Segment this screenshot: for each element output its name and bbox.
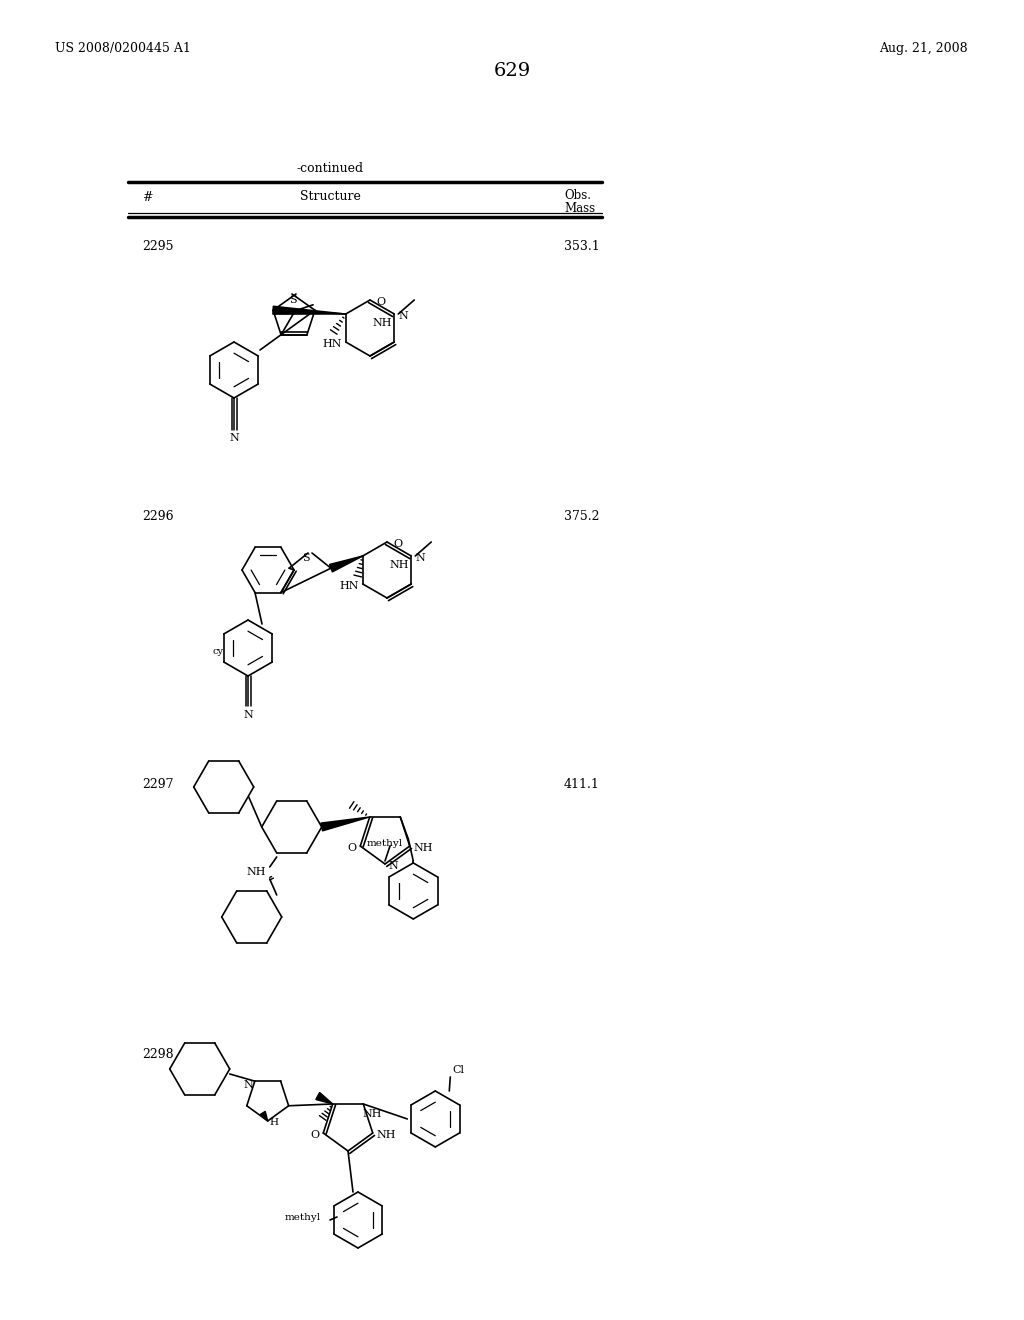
Text: O: O xyxy=(347,843,356,853)
Text: N: N xyxy=(243,1080,253,1090)
Text: N: N xyxy=(388,861,397,871)
Text: N: N xyxy=(416,553,425,564)
Text: Obs.: Obs. xyxy=(564,189,591,202)
Text: -continued: -continued xyxy=(296,162,364,176)
Text: cy: cy xyxy=(213,648,223,656)
Text: NH: NH xyxy=(377,1130,396,1140)
Text: 2296: 2296 xyxy=(142,510,174,523)
Polygon shape xyxy=(272,306,346,314)
Text: Aug. 21, 2008: Aug. 21, 2008 xyxy=(880,42,968,55)
Text: H: H xyxy=(269,1118,279,1127)
Text: #: # xyxy=(142,191,153,205)
Text: methyl: methyl xyxy=(285,1213,321,1221)
Polygon shape xyxy=(315,1093,333,1104)
Text: NH: NH xyxy=(362,1109,382,1119)
Text: 411.1: 411.1 xyxy=(564,777,600,791)
Text: O: O xyxy=(310,1130,319,1140)
Text: US 2008/0200445 A1: US 2008/0200445 A1 xyxy=(55,42,190,55)
Text: N: N xyxy=(229,433,239,444)
Text: 353.1: 353.1 xyxy=(564,240,600,253)
Text: O: O xyxy=(393,539,402,549)
Polygon shape xyxy=(321,817,370,830)
Text: 375.2: 375.2 xyxy=(564,510,599,523)
Text: HN: HN xyxy=(339,581,358,591)
Text: O: O xyxy=(376,297,385,308)
Text: 2298: 2298 xyxy=(142,1048,174,1061)
Polygon shape xyxy=(260,1111,267,1121)
Text: methyl: methyl xyxy=(367,840,403,847)
Text: NH: NH xyxy=(389,560,409,570)
Text: HN: HN xyxy=(323,339,342,348)
Text: NH: NH xyxy=(414,843,433,853)
Text: NH: NH xyxy=(246,867,265,876)
Polygon shape xyxy=(330,556,362,572)
Text: N: N xyxy=(243,710,253,719)
Text: Mass: Mass xyxy=(564,202,595,215)
Text: 2295: 2295 xyxy=(142,240,173,253)
Text: N: N xyxy=(398,312,408,321)
Text: Cl: Cl xyxy=(453,1065,464,1074)
Text: NH: NH xyxy=(373,318,392,327)
Text: 2297: 2297 xyxy=(142,777,173,791)
Text: S: S xyxy=(302,553,310,564)
Text: S: S xyxy=(289,294,297,305)
Text: Structure: Structure xyxy=(300,190,360,203)
Text: 629: 629 xyxy=(494,62,530,81)
